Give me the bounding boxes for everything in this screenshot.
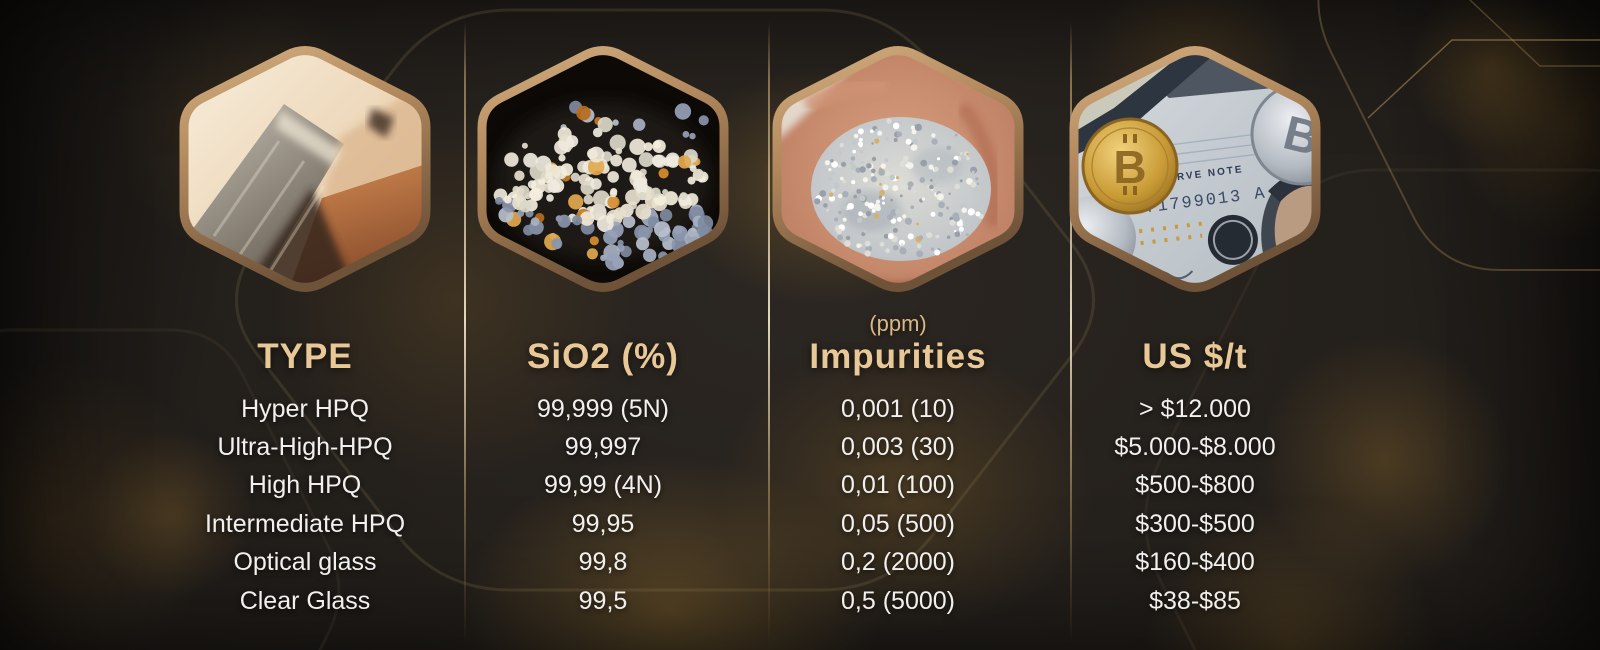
table-cell: Hyper HPQ — [241, 394, 369, 423]
column-divider — [1070, 22, 1072, 644]
column-sio2: SiO2 (%) 99,999 (5N) 99,997 99,99 (4N) 9… — [450, 0, 756, 650]
quartz-crystal-photo — [178, 40, 432, 298]
sio2-values: 99,999 (5N) 99,997 99,99 (4N) 99,95 99,8… — [450, 390, 756, 620]
table-cell: 99,95 — [571, 509, 635, 538]
svg-text:B: B — [1113, 141, 1146, 193]
circuit-line — [1469, 0, 1600, 67]
sand-in-hands-photo — [771, 40, 1025, 298]
table-cell: 99,99 (4N) — [543, 471, 663, 500]
table-cell: $38-$85 — [1149, 586, 1241, 615]
table-cell: 0,01 (100) — [841, 471, 955, 500]
table-cell: High HPQ — [248, 471, 362, 500]
table-cell: 99,999 (5N) — [536, 394, 670, 423]
table-cell: $160-$400 — [1135, 548, 1255, 577]
column-header-impurities: (ppm) Impurities — [745, 311, 1051, 380]
table-cell: 0,5 (5000) — [841, 586, 955, 615]
table-cell: 0,05 (500) — [841, 509, 955, 538]
quartz-granules-photo — [476, 40, 730, 298]
table-cell: Intermediate HPQ — [204, 509, 406, 538]
table-cell: $500-$800 — [1135, 471, 1255, 500]
price-values: > $12.000 $5.000-$8.000 $500-$800 $300-$… — [1042, 390, 1348, 620]
column-title: SiO2 (%) — [527, 337, 679, 376]
column-header-sio2: SiO2 (%) — [450, 334, 756, 380]
table-cell: 99,5 — [578, 586, 628, 615]
column-impurities: (ppm) Impurities 0,001 (10) 0,003 (30) 0… — [745, 0, 1051, 650]
table-cell: Optical glass — [233, 548, 377, 577]
table-cell: $5.000-$8.000 — [1114, 433, 1276, 462]
table-cell: 99,8 — [578, 548, 628, 577]
column-title: Impurities — [809, 337, 987, 376]
money-bitcoin-photo: RESERVE NOTE 71799013 A — [1068, 40, 1322, 298]
table-cell: Clear Glass — [239, 586, 371, 615]
column-header-type: TYPE — [152, 334, 458, 380]
circuit-line — [1367, 39, 1600, 119]
column-divider — [768, 22, 770, 644]
column-title: TYPE — [257, 337, 353, 376]
column-price: RESERVE NOTE 71799013 A — [1042, 0, 1348, 650]
column-type: TYPE Hyper HPQ Ultra-High-HPQ High HPQ I… — [152, 0, 458, 650]
column-sub-unit-ppm: (ppm) — [869, 311, 927, 336]
table-cell: 0,2 (2000) — [841, 548, 955, 577]
table-cell: 99,997 — [564, 433, 642, 462]
table-cell: $300-$500 — [1135, 509, 1255, 538]
table-cell: 0,001 (10) — [841, 394, 955, 423]
bitcoin-symbol: B — [1113, 134, 1147, 195]
impurities-values: 0,001 (10) 0,003 (30) 0,01 (100) 0,05 (5… — [745, 390, 1051, 620]
column-title: US $/t — [1142, 337, 1248, 376]
table-cell: 0,003 (30) — [841, 433, 955, 462]
table-cell: > $12.000 — [1139, 394, 1251, 423]
table-cell: Ultra-High-HPQ — [217, 433, 393, 462]
column-divider — [464, 22, 466, 644]
type-values: Hyper HPQ Ultra-High-HPQ High HPQ Interm… — [152, 390, 458, 620]
column-header-price: US $/t — [1042, 334, 1348, 380]
